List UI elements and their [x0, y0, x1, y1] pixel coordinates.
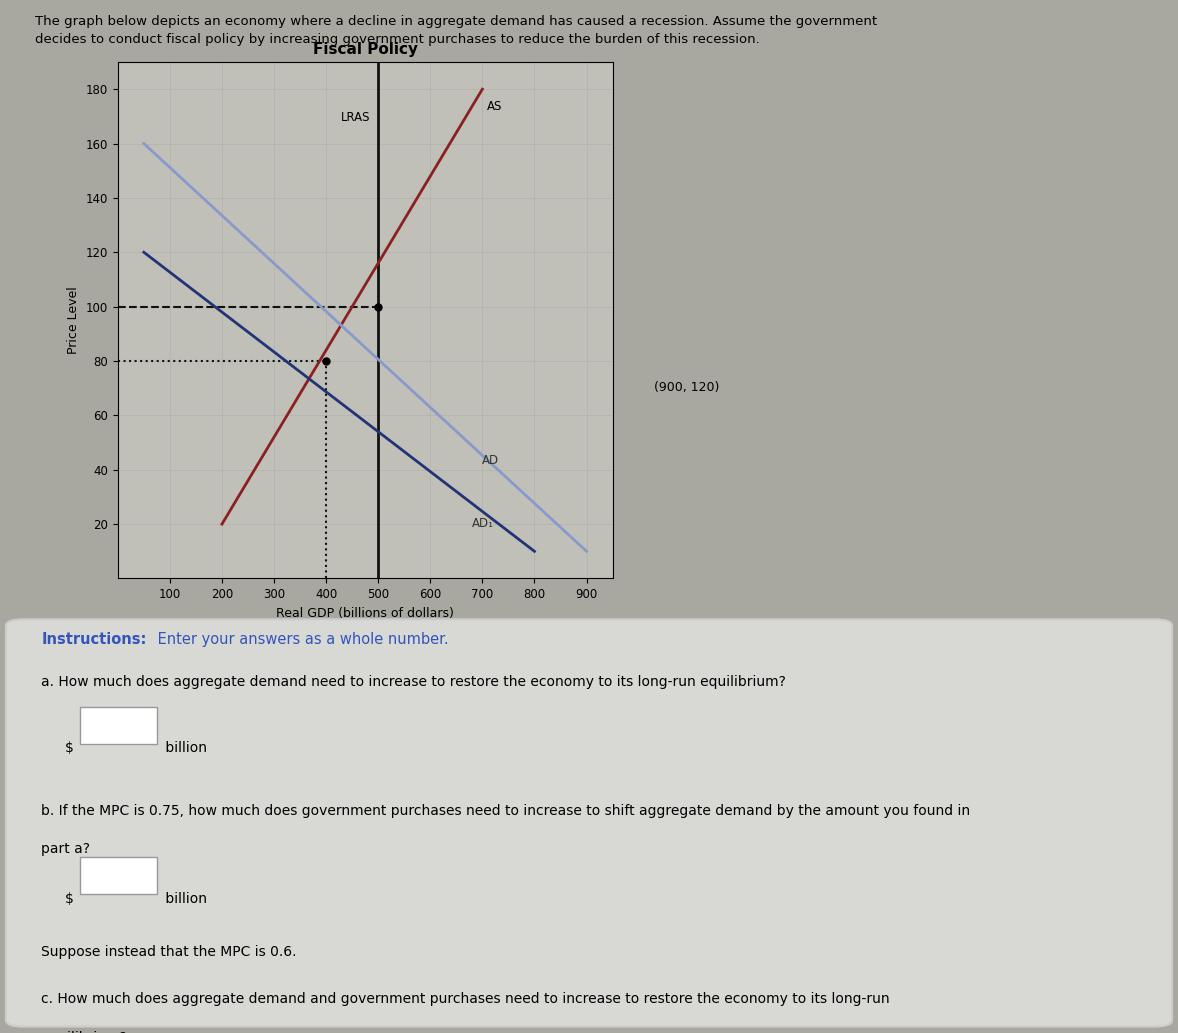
Text: equilibrium?: equilibrium?: [41, 1031, 127, 1033]
Text: Instructions:: Instructions:: [41, 632, 146, 647]
FancyBboxPatch shape: [80, 708, 157, 744]
Text: billion: billion: [161, 742, 207, 755]
FancyBboxPatch shape: [80, 857, 157, 894]
Text: Suppose instead that the MPC is 0.6.: Suppose instead that the MPC is 0.6.: [41, 945, 297, 959]
Text: c. How much does aggregate demand and government purchases need to increase to r: c. How much does aggregate demand and go…: [41, 993, 889, 1006]
Text: The graph below depicts an economy where a decline in aggregate demand has cause: The graph below depicts an economy where…: [35, 15, 878, 29]
Text: (900, 120): (900, 120): [654, 381, 719, 394]
Text: decides to conduct fiscal policy by increasing government purchases to reduce th: decides to conduct fiscal policy by incr…: [35, 33, 760, 46]
Text: AD: AD: [482, 455, 499, 467]
Title: Fiscal Policy: Fiscal Policy: [312, 41, 418, 57]
X-axis label: Real GDP (billions of dollars): Real GDP (billions of dollars): [277, 606, 454, 620]
Text: billion: billion: [161, 891, 207, 906]
Text: b. If the MPC is 0.75, how much does government purchases need to increase to sh: b. If the MPC is 0.75, how much does gov…: [41, 804, 971, 818]
FancyBboxPatch shape: [6, 620, 1172, 1027]
Text: AD₁: AD₁: [472, 516, 494, 530]
Text: LRAS: LRAS: [340, 111, 370, 124]
Text: a. How much does aggregate demand need to increase to restore the economy to its: a. How much does aggregate demand need t…: [41, 675, 786, 689]
Text: Enter your answers as a whole number.: Enter your answers as a whole number.: [153, 632, 449, 647]
Text: AS: AS: [487, 100, 502, 113]
Text: part a?: part a?: [41, 842, 91, 856]
Text: $: $: [65, 891, 74, 906]
Y-axis label: Price Level: Price Level: [67, 286, 80, 354]
Text: $: $: [65, 742, 74, 755]
